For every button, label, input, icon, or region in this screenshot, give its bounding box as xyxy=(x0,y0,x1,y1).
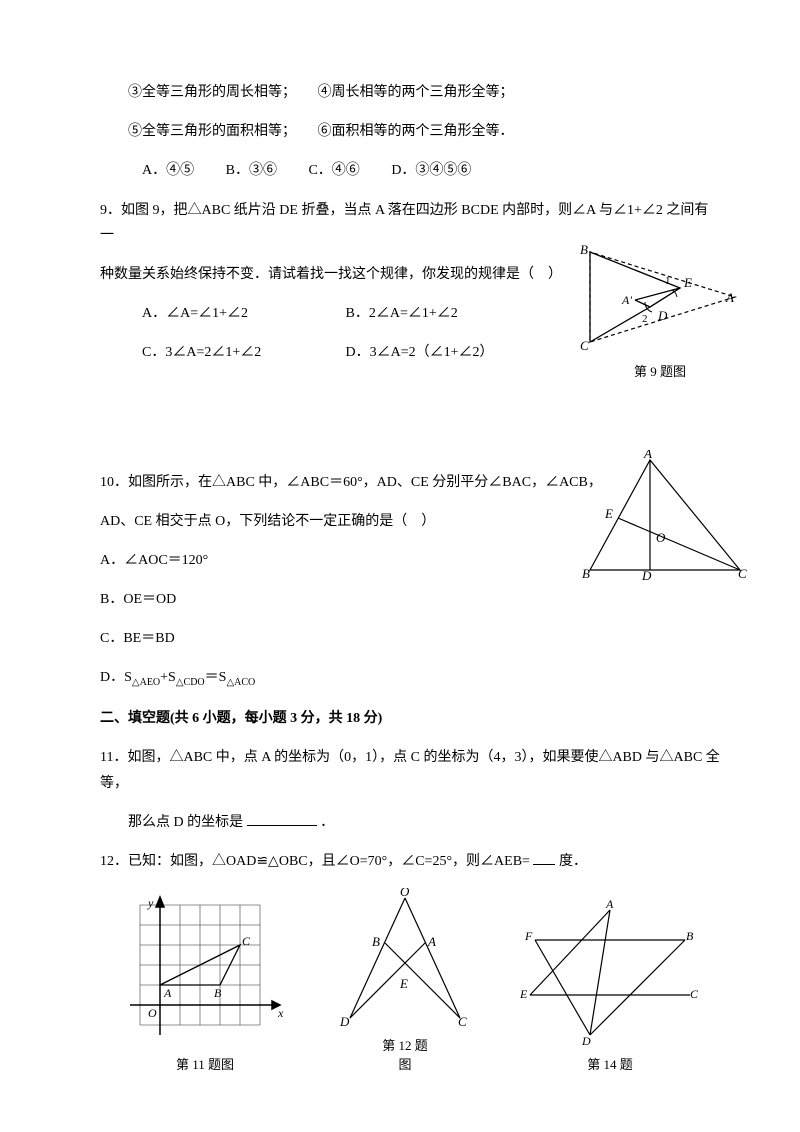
q14-svg: A F B E C D xyxy=(520,900,700,1045)
q10-opt-c: C．BE＝BD xyxy=(100,626,720,651)
figures-row: A B C O x y 第 11 题图 O B A E D C xyxy=(120,888,720,1073)
q12-caption2: 图 xyxy=(330,1054,480,1073)
q9-svg: B C A E D A' 1 2 xyxy=(580,242,740,352)
pre-opt-a: A．④⑤ xyxy=(142,158,194,183)
svg-text:C: C xyxy=(580,338,589,352)
svg-text:C: C xyxy=(458,1014,467,1028)
svg-text:C: C xyxy=(738,566,747,580)
q9-opt-d: D．3∠A=2（∠1+∠2） xyxy=(346,345,494,360)
svg-text:1: 1 xyxy=(665,275,671,287)
svg-text:B: B xyxy=(580,242,588,257)
q12-caption: 第 12 题 xyxy=(330,1035,480,1054)
svg-text:A': A' xyxy=(621,293,632,307)
q9-opt-a: A．∠A=∠1+∠2 xyxy=(142,301,342,326)
svg-text:A: A xyxy=(427,934,436,949)
q12-post: 度． xyxy=(559,854,587,869)
svg-text:A: A xyxy=(605,900,614,911)
stmt-5-6: ⑤全等三角形的面积相等； ⑥面积相等的两个三角形全等． xyxy=(128,119,720,144)
q14-caption: 第 14 题 xyxy=(520,1054,700,1073)
svg-text:O: O xyxy=(400,888,410,899)
svg-text:O: O xyxy=(148,1006,157,1020)
q12-line: 12．已知：如图，△OAD≌△OBC，且∠O=70°，∠C=25°，则∠AEB=… xyxy=(100,849,720,874)
svg-text:x: x xyxy=(277,1006,284,1020)
stmt5: ⑤全等三角形的面积相等； xyxy=(128,124,296,139)
stmt3: ③全等三角形的周长相等； xyxy=(128,85,296,100)
stmt6: ⑥面积相等的两个三角形全等． xyxy=(318,124,514,139)
svg-text:E: E xyxy=(520,987,528,1001)
section-2-title: 二、填空题(共 6 小题，每小题 3 分，共 18 分) xyxy=(100,706,720,731)
q11-text2-pre: 那么点 D 的坐标是 xyxy=(128,815,243,830)
q9-opt-b: B．2∠A=∠1+∠2 xyxy=(346,306,458,321)
q9-figure: B C A E D A' 1 2 第 9 题图 xyxy=(580,242,740,380)
svg-text:D: D xyxy=(657,308,668,323)
q9-caption: 第 9 题图 xyxy=(580,361,740,380)
stmt-3-4: ③全等三角形的周长相等； ④周长相等的两个三角形全等； xyxy=(128,80,720,105)
pre-opt-b: B．③⑥ xyxy=(226,158,277,183)
svg-text:F: F xyxy=(524,929,533,943)
svg-text:B: B xyxy=(582,566,590,580)
svg-text:E: E xyxy=(399,976,408,991)
q12-figure: O B A E D C 第 12 题 图 xyxy=(330,888,480,1073)
pre-opt-d: D．③④⑤⑥ xyxy=(391,158,471,183)
q10-opt-d: D．S△AEO+S△CDO＝S△ACO xyxy=(100,665,720,692)
q11-blank xyxy=(247,811,317,826)
q14-figure: A F B E C D 第 14 题 xyxy=(520,900,700,1073)
q11-figure: A B C O x y 第 11 题图 xyxy=(120,895,290,1073)
svg-text:C: C xyxy=(242,934,251,948)
svg-text:B: B xyxy=(372,934,380,949)
svg-text:E: E xyxy=(683,275,692,290)
pre-opt-c: C．④⑥ xyxy=(308,158,359,183)
svg-text:y: y xyxy=(147,896,154,910)
svg-text:D: D xyxy=(641,568,652,580)
q10-svg: A B C D E O xyxy=(580,450,750,580)
q9-line1: 9．如图 9，把△ABC 纸片沿 DE 折叠，当点 A 落在四边形 BCDE 内… xyxy=(100,198,720,248)
pre-options: A．④⑤ B．③⑥ C．④⑥ D．③④⑤⑥ xyxy=(142,158,720,183)
q11-line2: 那么点 D 的坐标是 ． xyxy=(128,810,720,835)
q9-opt-c: C．3∠A=2∠1+∠2 xyxy=(142,340,342,365)
svg-text:B: B xyxy=(214,986,222,1000)
q11-line1: 11．如图，△ABC 中，点 A 的坐标为（0，1），点 C 的坐标为（4，3）… xyxy=(100,745,720,795)
svg-text:C: C xyxy=(690,987,699,1001)
svg-text:B: B xyxy=(686,929,694,943)
stmt4: ④周长相等的两个三角形全等； xyxy=(318,85,514,100)
svg-text:D: D xyxy=(581,1034,591,1045)
q11-text2-post: ． xyxy=(320,815,334,830)
q12-blank xyxy=(533,850,555,865)
svg-text:2: 2 xyxy=(642,313,648,325)
q10-figure: A B C D E O xyxy=(580,450,750,585)
svg-text:E: E xyxy=(604,506,613,521)
svg-text:D: D xyxy=(339,1014,350,1028)
q10-opt-b: B．OE＝OD xyxy=(100,587,720,612)
q12-pre: 12．已知：如图，△OAD≌△OBC，且∠O=70°，∠C=25°，则∠AEB= xyxy=(100,854,530,869)
svg-text:A: A xyxy=(163,986,172,1000)
q11-caption: 第 11 题图 xyxy=(120,1054,290,1073)
svg-text:A: A xyxy=(725,290,734,305)
q12-svg: O B A E D C xyxy=(330,888,480,1028)
q11-svg: A B C O x y xyxy=(120,895,290,1045)
svg-text:A: A xyxy=(643,450,652,461)
svg-text:O: O xyxy=(656,530,666,545)
